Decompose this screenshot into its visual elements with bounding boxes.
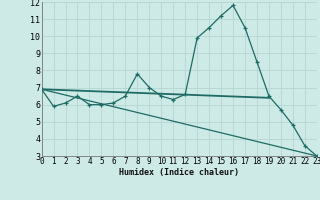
X-axis label: Humidex (Indice chaleur): Humidex (Indice chaleur) [119,168,239,177]
